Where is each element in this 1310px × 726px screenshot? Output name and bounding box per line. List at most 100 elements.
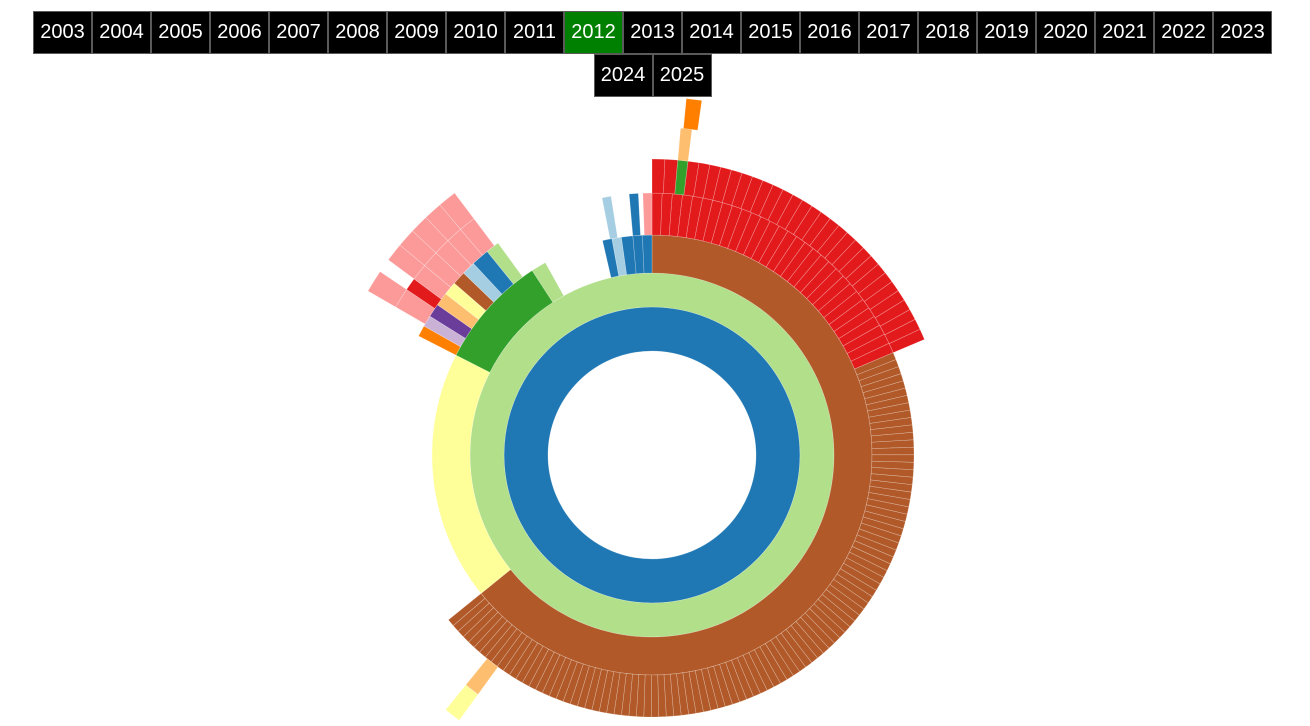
sunburst-arc-l4-11-71[interactable]	[628, 673, 640, 717]
sunburst-arc-l4-10-27[interactable]	[842, 324, 885, 354]
sunburst-arc-l5-26-10[interactable]	[776, 194, 803, 230]
sunburst-arc-l4-11-28[interactable]	[851, 540, 894, 565]
year-button-2021[interactable]: 2021	[1095, 11, 1154, 54]
sunburst-arc-l4-11-35[interactable]	[829, 578, 869, 610]
sunburst-arc-l4-11-73[interactable]	[613, 672, 627, 716]
sunburst-arc-l4-11-60[interactable]	[700, 667, 719, 711]
sunburst-arc-l5-26-19[interactable]	[845, 255, 879, 287]
sunburst-arc-l4-10-1[interactable]	[660, 192, 673, 236]
sunburst-arc-l4-11-99[interactable]	[447, 593, 486, 627]
sunburst-arc-l5-24-0[interactable]	[651, 158, 666, 194]
sunburst-arc-l4-18-0[interactable]	[463, 262, 503, 303]
sunburst-arc-l4-11-78[interactable]	[576, 665, 596, 709]
sunburst-arc-l4-11-18[interactable]	[869, 479, 913, 493]
sunburst-arc-l4-10-18[interactable]	[793, 254, 830, 294]
sunburst-arc-l4-11-41[interactable]	[804, 608, 841, 644]
sunburst-arc-l4-13-0[interactable]	[423, 315, 466, 348]
sunburst-arc-l4-11-24[interactable]	[860, 516, 904, 537]
sunburst-arc-l4-11-5[interactable]	[864, 387, 908, 406]
sunburst-arc-l4-10-3[interactable]	[677, 194, 694, 239]
sunburst-arc-l5-30-3[interactable]	[447, 228, 483, 266]
year-button-2017[interactable]: 2017	[859, 11, 918, 54]
sunburst-arc-l4-11-16[interactable]	[870, 467, 914, 478]
sunburst-arc-l5-26-16[interactable]	[824, 232, 856, 266]
sunburst-arc-l5-30-1[interactable]	[424, 252, 462, 288]
sunburst-arc-l3-8-0[interactable]	[621, 235, 637, 276]
year-button-2009[interactable]: 2009	[387, 11, 446, 54]
sunburst-arc-l4-11-10[interactable]	[870, 424, 914, 437]
sunburst-arc-l5-26-4[interactable]	[721, 169, 743, 206]
sunburst-arc-l4-11-56[interactable]	[725, 659, 747, 703]
sunburst-arc-l4-11-62[interactable]	[688, 670, 704, 714]
sunburst-arc-l4-17-0[interactable]	[453, 272, 495, 312]
sunburst-arc-l4-11-29[interactable]	[848, 546, 891, 572]
sunburst-arc-l5-27-0[interactable]	[465, 658, 499, 695]
sunburst-arc-l5-26-11[interactable]	[784, 199, 813, 235]
sunburst-arc-l4-11-25[interactable]	[858, 522, 902, 544]
sunburst-arc-l4-11-65[interactable]	[669, 673, 682, 717]
sunburst-arc-l5-26-26[interactable]	[884, 318, 921, 345]
sunburst-arc-l4-11-53[interactable]	[742, 652, 768, 694]
sunburst-arc-l4-11-13[interactable]	[871, 447, 915, 456]
sunburst-arc-l4-11-19[interactable]	[868, 485, 912, 500]
sunburst-arc-l4-11-50[interactable]	[759, 643, 788, 684]
sunburst-arc-l4-11-0[interactable]	[854, 352, 897, 376]
year-button-2018[interactable]: 2018	[918, 11, 977, 54]
sunburst-arc-l4-22-0[interactable]	[628, 193, 641, 237]
sunburst-arc-l4-10-12[interactable]	[750, 220, 780, 264]
sunburst-arc-l4-11-77[interactable]	[584, 667, 602, 711]
sunburst-arc-l5-26-18[interactable]	[838, 247, 872, 280]
sunburst-arc-l4-10-13[interactable]	[758, 225, 789, 268]
sunburst-arc-l5-26-22[interactable]	[863, 281, 899, 310]
year-button-2016[interactable]: 2016	[800, 11, 859, 54]
year-button-2014[interactable]: 2014	[682, 11, 741, 54]
sunburst-arc-l7-35-0[interactable]	[683, 98, 703, 131]
sunburst-arc-l3-9-0[interactable]	[632, 234, 645, 275]
sunburst-arc-l6-34-3[interactable]	[425, 204, 461, 242]
sunburst-arc-l4-11-93[interactable]	[479, 620, 513, 658]
sunburst-arc-l5-26-6[interactable]	[740, 176, 764, 213]
sunburst-arc-l4-23-0[interactable]	[642, 192, 653, 236]
sunburst-arc-l5-26-21[interactable]	[858, 272, 893, 302]
sunburst-arc-l4-11-23[interactable]	[862, 510, 906, 530]
sunburst-arc-l4-11-76[interactable]	[591, 668, 608, 712]
sunburst-arc-l4-11-86[interactable]	[521, 645, 549, 687]
year-button-2005[interactable]: 2005	[151, 11, 210, 54]
sunburst-arc-l4-11-57[interactable]	[719, 661, 740, 705]
year-button-2013[interactable]: 2013	[623, 11, 682, 54]
sunburst-arc-l4-11-7[interactable]	[867, 402, 911, 418]
sunburst-arc-l5-30-4[interactable]	[460, 218, 495, 256]
year-button-2011[interactable]: 2011	[505, 11, 564, 54]
sunburst-arc-l5-26-12[interactable]	[793, 205, 822, 241]
sunburst-arc-l5-26-27[interactable]	[888, 328, 925, 354]
sunburst-arc-l1-0-0[interactable]	[503, 306, 801, 604]
sunburst-arc-l4-11-46[interactable]	[780, 628, 813, 668]
sunburst-arc-l4-10-11[interactable]	[743, 216, 771, 260]
sunburst-arc-l4-11-68[interactable]	[650, 674, 660, 718]
sunburst-arc-l6-34-4[interactable]	[439, 192, 475, 230]
sunburst-arc-l4-11-83[interactable]	[541, 654, 567, 697]
year-button-2019[interactable]: 2019	[977, 11, 1036, 54]
sunburst-arc-l4-10-4[interactable]	[685, 195, 704, 240]
year-button-2020[interactable]: 2020	[1036, 11, 1095, 54]
sunburst-arc-l4-11-22[interactable]	[864, 504, 908, 522]
sunburst-arc-l4-11-17[interactable]	[870, 473, 914, 486]
sunburst-arc-l4-10-28[interactable]	[846, 333, 890, 362]
sunburst-arc-l4-11-69[interactable]	[643, 674, 652, 718]
sunburst-arc-l3-7-0[interactable]	[611, 236, 628, 277]
sunburst-arc-l4-10-29[interactable]	[850, 342, 894, 370]
sunburst-arc-l4-11-92[interactable]	[484, 624, 518, 663]
sunburst-arc-l4-11-21[interactable]	[865, 498, 910, 515]
sunburst-arc-l5-26-2[interactable]	[702, 164, 722, 201]
sunburst-arc-l6-32-0[interactable]	[445, 684, 479, 721]
sunburst-arc-l4-11-32[interactable]	[839, 562, 881, 591]
sunburst-arc-l5-30-2[interactable]	[435, 240, 472, 277]
sunburst-arc-l4-11-45[interactable]	[785, 625, 819, 664]
sunburst-arc-l4-11-36[interactable]	[825, 584, 865, 616]
sunburst-arc-l4-10-25[interactable]	[833, 307, 875, 340]
sunburst-arc-l4-11-4[interactable]	[862, 380, 906, 400]
sunburst-arc-l4-11-2[interactable]	[858, 366, 902, 388]
sunburst-arc-l4-10-22[interactable]	[817, 283, 858, 319]
sunburst-arc-l4-11-15[interactable]	[871, 460, 915, 471]
sunburst-arc-l4-11-61[interactable]	[694, 669, 712, 713]
